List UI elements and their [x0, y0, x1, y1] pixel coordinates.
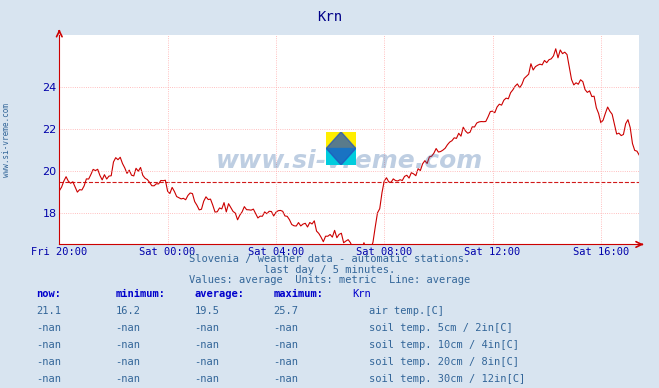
Text: 25.7: 25.7	[273, 306, 299, 316]
Text: -nan: -nan	[115, 323, 140, 333]
Text: last day / 5 minutes.: last day / 5 minutes.	[264, 265, 395, 275]
Text: 21.1: 21.1	[36, 306, 61, 316]
Text: -nan: -nan	[273, 374, 299, 385]
Text: -nan: -nan	[194, 340, 219, 350]
Text: maximum:: maximum:	[273, 289, 324, 299]
Text: -nan: -nan	[36, 323, 61, 333]
Text: -nan: -nan	[194, 374, 219, 385]
Text: www.si-vreme.com: www.si-vreme.com	[215, 149, 483, 173]
Text: -nan: -nan	[115, 374, 140, 385]
Text: soil temp. 10cm / 4in[C]: soil temp. 10cm / 4in[C]	[369, 340, 519, 350]
Text: average:: average:	[194, 289, 244, 299]
Text: -nan: -nan	[194, 357, 219, 367]
Text: Values: average  Units: metric  Line: average: Values: average Units: metric Line: aver…	[189, 275, 470, 285]
Text: minimum:: minimum:	[115, 289, 165, 299]
Polygon shape	[326, 149, 356, 165]
Polygon shape	[326, 132, 356, 149]
Text: 19.5: 19.5	[194, 306, 219, 316]
Text: -nan: -nan	[36, 340, 61, 350]
Text: -nan: -nan	[194, 323, 219, 333]
Text: -nan: -nan	[273, 323, 299, 333]
Polygon shape	[326, 132, 356, 165]
Text: www.si-vreme.com: www.si-vreme.com	[2, 103, 11, 177]
Text: -nan: -nan	[273, 340, 299, 350]
Text: Slovenia / weather data - automatic stations.: Slovenia / weather data - automatic stat…	[189, 254, 470, 264]
Text: -nan: -nan	[36, 374, 61, 385]
Text: Krn: Krn	[317, 10, 342, 24]
Text: air temp.[C]: air temp.[C]	[369, 306, 444, 316]
Text: soil temp. 5cm / 2in[C]: soil temp. 5cm / 2in[C]	[369, 323, 513, 333]
Text: -nan: -nan	[36, 357, 61, 367]
Text: soil temp. 20cm / 8in[C]: soil temp. 20cm / 8in[C]	[369, 357, 519, 367]
Text: -nan: -nan	[115, 340, 140, 350]
Text: -nan: -nan	[115, 357, 140, 367]
Text: -nan: -nan	[273, 357, 299, 367]
Text: Krn: Krn	[353, 289, 371, 299]
Text: soil temp. 30cm / 12in[C]: soil temp. 30cm / 12in[C]	[369, 374, 525, 385]
Text: 16.2: 16.2	[115, 306, 140, 316]
Text: now:: now:	[36, 289, 61, 299]
